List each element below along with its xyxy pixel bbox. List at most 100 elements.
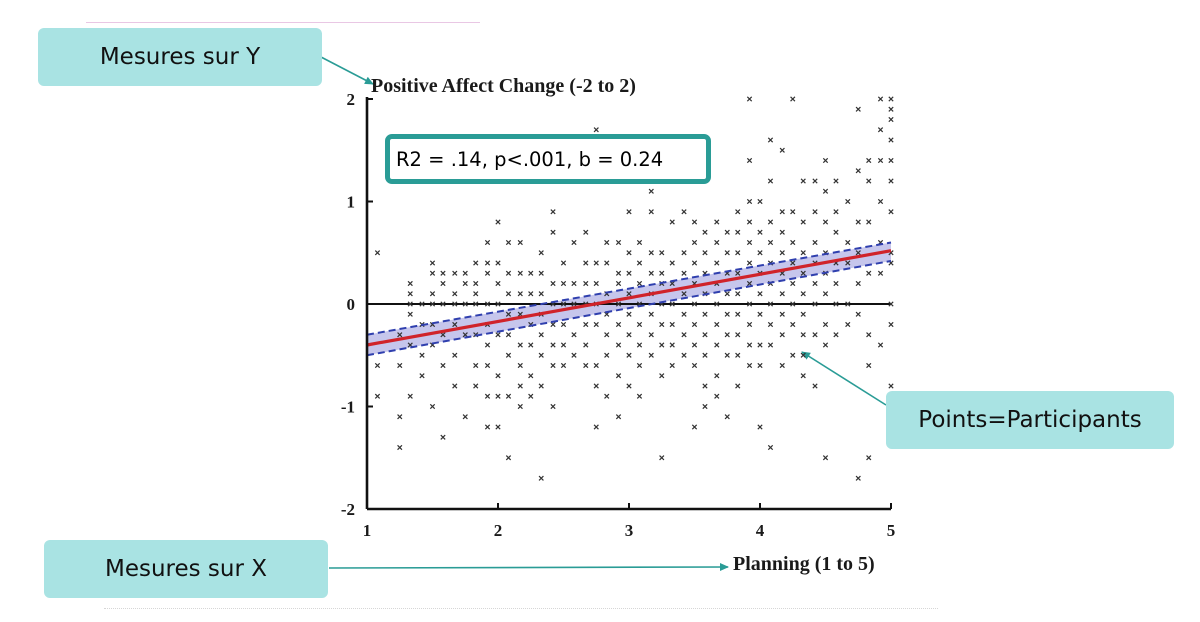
data-point (636, 321, 643, 328)
data-point (583, 362, 589, 369)
data-point (800, 219, 806, 225)
data-point (397, 414, 403, 420)
data-point (484, 301, 491, 307)
data-point (440, 434, 446, 440)
data-point (517, 342, 523, 348)
data-point (845, 321, 851, 328)
data-point (855, 280, 861, 287)
x-tick-label: 1 (363, 521, 372, 540)
data-point (604, 260, 610, 266)
data-point (746, 321, 753, 328)
data-point (571, 332, 577, 338)
data-point (374, 362, 381, 369)
data-point (593, 260, 599, 266)
data-point (615, 301, 622, 307)
y-tick-label: -1 (341, 398, 355, 417)
data-point (452, 291, 458, 297)
data-point (746, 198, 753, 205)
data-point (822, 157, 829, 164)
data-point (517, 291, 523, 297)
data-point (669, 260, 675, 266)
data-point (473, 291, 479, 297)
data-point (877, 127, 884, 133)
data-point (517, 403, 523, 410)
data-point (626, 270, 632, 276)
data-point (669, 321, 675, 328)
data-point (822, 342, 829, 348)
data-point (714, 260, 720, 266)
data-point (615, 270, 622, 276)
data-point (790, 352, 796, 358)
data-point (407, 291, 413, 297)
data-point (484, 342, 491, 348)
data-point (571, 280, 577, 287)
data-point (800, 250, 806, 256)
data-point (767, 239, 774, 246)
data-point (636, 362, 643, 369)
data-point (691, 239, 698, 246)
callout-x-measures: Mesures sur X (44, 540, 328, 598)
data-point (714, 239, 720, 246)
callout-points-participants: Points=Participants (886, 391, 1174, 449)
callout-points-arrow (801, 351, 887, 406)
data-point (800, 332, 806, 338)
data-point (812, 383, 818, 389)
data-point (767, 444, 774, 451)
data-point (800, 311, 806, 317)
data-point (538, 250, 544, 256)
data-point (724, 291, 730, 297)
data-point (440, 270, 446, 276)
data-point (767, 342, 774, 348)
data-point (681, 250, 687, 256)
callout-x-arrow (328, 563, 729, 572)
data-point (812, 332, 818, 338)
data-point (473, 362, 479, 369)
data-point (779, 332, 785, 338)
data-point (484, 270, 491, 276)
data-point (779, 209, 785, 215)
data-point (877, 157, 884, 164)
data-point (593, 280, 599, 287)
data-point (702, 383, 708, 389)
data-point (484, 424, 491, 430)
data-point (626, 250, 632, 256)
data-point (779, 362, 785, 369)
data-point (779, 291, 785, 297)
data-point (691, 424, 698, 430)
data-points (374, 96, 894, 481)
data-point (714, 321, 720, 328)
data-point (746, 157, 753, 164)
data-point (550, 362, 556, 369)
data-point (746, 301, 753, 307)
data-point (833, 229, 839, 235)
data-point (419, 352, 425, 358)
data-point (648, 352, 654, 358)
data-point (790, 96, 796, 102)
data-point (636, 280, 643, 287)
data-point (615, 373, 622, 379)
data-point (462, 414, 468, 420)
data-point (440, 332, 446, 338)
data-point (767, 137, 774, 143)
data-point (812, 178, 818, 184)
data-point (691, 219, 698, 225)
data-point (429, 291, 436, 297)
data-point (746, 96, 753, 102)
data-point (636, 260, 643, 266)
data-point (538, 332, 544, 338)
data-point (583, 229, 589, 235)
data-point (407, 311, 413, 317)
data-point (845, 301, 851, 307)
data-point (822, 188, 829, 194)
data-point (866, 332, 872, 338)
data-point (473, 301, 479, 307)
data-point (855, 168, 861, 174)
data-point (505, 393, 512, 399)
data-point (855, 475, 861, 481)
data-point (877, 270, 884, 276)
data-point (397, 362, 403, 369)
data-point (452, 383, 458, 389)
data-point (845, 260, 851, 266)
data-point (495, 219, 501, 225)
regression-stats-box: R2 = .14, p<.001, b = 0.24 (385, 134, 711, 184)
